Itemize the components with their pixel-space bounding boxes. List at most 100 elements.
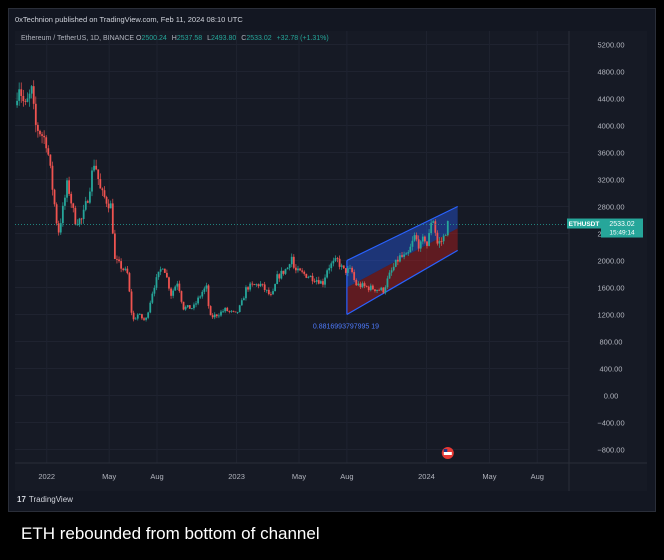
- candle-body: [307, 277, 310, 278]
- price-tick-label: −400.00: [597, 419, 624, 428]
- channel-upper-fill: [346, 206, 458, 288]
- candle-body: [39, 130, 41, 135]
- price-chart[interactable]: 5200.00 4800.00 4400.00 4000.00 3600.00 3200.…: [15, 31, 647, 491]
- candle-body: [444, 235, 447, 237]
- candle-body: [278, 274, 281, 279]
- candle-body: [305, 273, 308, 278]
- price-tick-label: 3200.00: [597, 176, 624, 185]
- time-tick-label: Aug: [531, 472, 544, 481]
- legend-low: 2493.80: [211, 35, 237, 42]
- candle-body: [220, 311, 222, 316]
- candle-body: [428, 233, 430, 246]
- candle-body: [336, 258, 339, 259]
- candle-body: [165, 272, 168, 278]
- chart-frame: 0xTechnion published on TradingView.com,…: [8, 8, 656, 512]
- candle-body: [151, 293, 154, 303]
- caption: ETH rebounded from bottom of channel: [21, 524, 320, 543]
- symbol-legend: Ethereum / TetherUS, 1D, BINANCE O2500.2…: [21, 35, 332, 42]
- candle-body: [267, 289, 270, 295]
- candle-body: [138, 314, 141, 315]
- candle-body: [357, 283, 360, 286]
- time-tick-label: 2023: [228, 472, 245, 481]
- candle-body: [132, 312, 135, 320]
- candle-body: [134, 318, 137, 320]
- tradingview-footer: 17 TradingView: [17, 495, 73, 504]
- candle-body: [159, 269, 162, 272]
- candle-body: [319, 281, 322, 284]
- time-tick-label: Aug: [340, 472, 353, 481]
- candle-body: [401, 255, 403, 257]
- candle-body: [432, 221, 435, 223]
- candle-body: [332, 260, 335, 264]
- candle-body: [442, 235, 445, 242]
- candle-body: [424, 236, 426, 242]
- candle-body: [376, 289, 378, 291]
- candle-body: [51, 165, 54, 190]
- candle-body: [295, 267, 297, 271]
- candle-body: [20, 89, 23, 96]
- candle-body: [72, 203, 75, 208]
- candle-body: [26, 98, 29, 102]
- candle-body: [180, 291, 183, 302]
- candle-body: [409, 246, 412, 253]
- candle-body: [228, 311, 231, 312]
- candle-body: [195, 303, 197, 305]
- candle-body: [205, 285, 208, 289]
- candle-body: [263, 284, 266, 291]
- candle-body: [382, 287, 385, 293]
- us-flag-stripe: [443, 452, 452, 455]
- candle-body: [351, 267, 353, 273]
- candle-body: [172, 290, 175, 296]
- legend-open-label: O: [136, 35, 142, 42]
- legend-close-label: C: [241, 35, 247, 42]
- candle-body: [28, 93, 31, 99]
- candle-body: [284, 269, 287, 274]
- candle-body: [170, 288, 172, 296]
- candle-body: [103, 190, 106, 197]
- candle-body: [313, 281, 316, 283]
- price-tick-label: 1200.00: [597, 311, 624, 320]
- candle-body: [245, 287, 247, 299]
- candle-body: [24, 101, 27, 102]
- candle-body: [297, 268, 299, 271]
- candle-body: [330, 263, 333, 269]
- legend-change: +32.78 (+1.31%): [276, 35, 329, 42]
- price-tick-label: 4000.00: [597, 122, 624, 131]
- price-tick-label: 800.00: [600, 338, 623, 347]
- candle-body: [440, 241, 443, 242]
- candle-body: [18, 89, 21, 101]
- candle-body: [334, 258, 337, 261]
- candle-body: [249, 283, 252, 290]
- candle-body: [36, 124, 39, 131]
- candle-body: [199, 296, 202, 298]
- candle-body: [367, 286, 370, 291]
- candle-body: [222, 311, 224, 313]
- candle-body: [315, 280, 318, 282]
- candle-body: [201, 291, 204, 297]
- legend-close: 2533.02: [246, 35, 272, 42]
- candle-body: [311, 275, 314, 282]
- chart-area[interactable]: 5200.00 4800.00 4400.00 4000.00 3600.00 3200.…: [15, 31, 647, 491]
- candle-body: [292, 256, 295, 268]
- candle-body: [136, 314, 139, 319]
- candle-body: [384, 287, 387, 293]
- candle-body: [436, 232, 439, 244]
- candle-body: [155, 277, 158, 288]
- price-tick-label: 0.00: [604, 392, 619, 401]
- channel-lower-line: [346, 249, 458, 316]
- candle-body: [80, 218, 83, 220]
- price-tick-label: 3600.00: [597, 149, 624, 158]
- candle-body: [255, 284, 258, 286]
- candle-body: [209, 306, 212, 316]
- candle-body: [188, 305, 191, 309]
- symbol-price-tag: [567, 218, 601, 229]
- candle-body: [224, 307, 227, 312]
- candle-body: [145, 317, 147, 320]
- candle-body: [328, 268, 331, 271]
- candle-body: [147, 312, 150, 318]
- candle-body: [91, 170, 93, 192]
- tradingview-brand: TradingView: [28, 495, 73, 504]
- candle-body: [84, 201, 87, 210]
- candle-body: [109, 203, 112, 209]
- candle-body: [49, 154, 52, 166]
